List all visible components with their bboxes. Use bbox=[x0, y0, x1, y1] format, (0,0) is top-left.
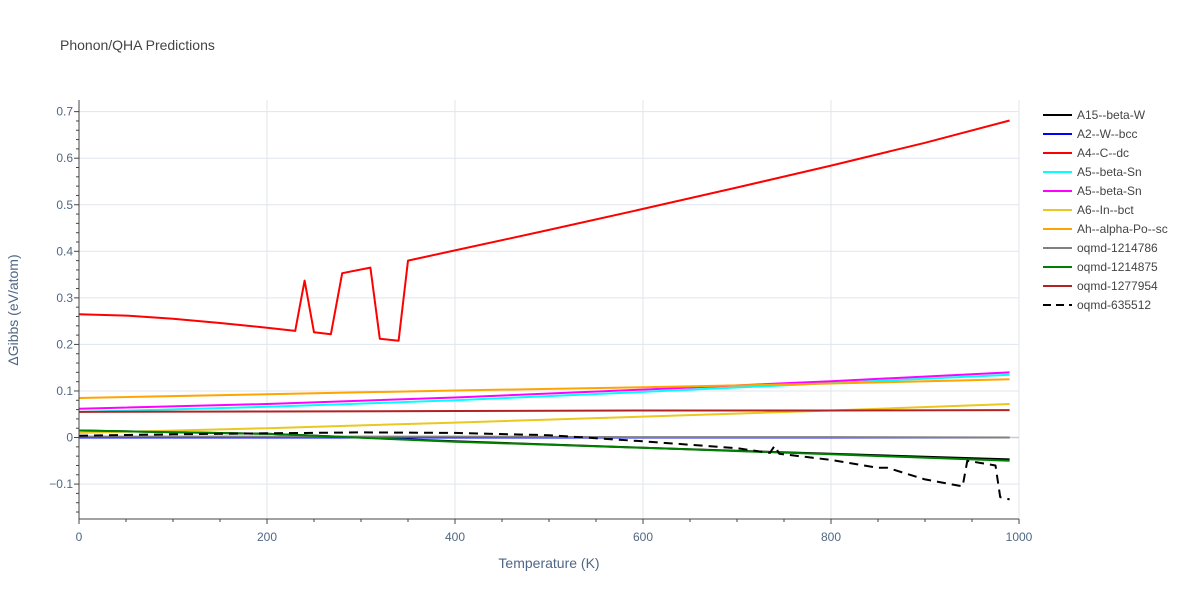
series-layer bbox=[78, 119, 1010, 501]
y-tick-label: 0.3 bbox=[56, 291, 73, 305]
legend-item[interactable]: oqmd-635512 bbox=[1043, 298, 1151, 312]
legend-item[interactable]: A5--beta-Sn bbox=[1043, 165, 1142, 179]
x-tick-label: 600 bbox=[633, 530, 653, 544]
series-line-a5-beta-sn-3 bbox=[78, 373, 1010, 413]
x-axis-title: Temperature (K) bbox=[498, 555, 599, 571]
y-tick-label: 0.4 bbox=[56, 244, 73, 258]
y-tick-label: 0.7 bbox=[56, 105, 73, 119]
y-tick-label: 0 bbox=[66, 431, 73, 445]
legend-label: Ah--alpha-Po--sc bbox=[1077, 222, 1168, 236]
x-tick-label: 400 bbox=[445, 530, 465, 544]
legend-item[interactable]: Ah--alpha-Po--sc bbox=[1043, 222, 1168, 236]
legend-item[interactable]: A2--W--bcc bbox=[1043, 127, 1137, 141]
series-line-a4-c-dc-2 bbox=[78, 119, 1010, 342]
y-tick-label: 0.2 bbox=[56, 337, 73, 351]
legend-item[interactable]: oqmd-1214786 bbox=[1043, 241, 1158, 255]
y-axis-title: ΔGibbs (eV/atom) bbox=[5, 254, 21, 365]
legend-item[interactable]: A4--C--dc bbox=[1043, 146, 1129, 160]
y-tick-label: 0.5 bbox=[56, 198, 73, 212]
chart-title: Phonon/QHA Predictions bbox=[60, 37, 215, 53]
x-tick-label: 0 bbox=[76, 530, 83, 544]
series-line-a5-beta-sn-4 bbox=[78, 371, 1010, 410]
legend-label: A6--In--bct bbox=[1077, 203, 1134, 217]
legend-item[interactable]: oqmd-1277954 bbox=[1043, 279, 1158, 293]
legend-item[interactable]: A5--beta-Sn bbox=[1043, 184, 1142, 198]
x-tick-label: 1000 bbox=[1006, 530, 1033, 544]
legend-label: A15--beta-W bbox=[1077, 108, 1146, 122]
series-line-oqmd-1277954-9 bbox=[78, 409, 1010, 413]
series-line-ah-alpha-po-sc-6 bbox=[78, 378, 1010, 399]
legend-label: A2--W--bcc bbox=[1077, 127, 1137, 141]
x-tick-label: 800 bbox=[821, 530, 841, 544]
y-tick-label: −0.1 bbox=[49, 477, 73, 491]
legend-label: oqmd-1277954 bbox=[1077, 279, 1158, 293]
legend: A15--beta-W A2--W--bcc A4--C--dc A5--beta-S… bbox=[1043, 108, 1168, 312]
legend-label: oqmd-1214786 bbox=[1077, 241, 1158, 255]
y-tick-label: 0.1 bbox=[56, 384, 73, 398]
legend-label: A5--beta-Sn bbox=[1077, 184, 1142, 198]
series-line-oqmd-1214786-7 bbox=[79, 435, 1010, 439]
x-tick-label: 200 bbox=[257, 530, 277, 544]
legend-item[interactable]: A15--beta-W bbox=[1043, 108, 1146, 122]
legend-label: oqmd-1214875 bbox=[1077, 260, 1158, 274]
legend-label: oqmd-635512 bbox=[1077, 298, 1151, 312]
y-tick-label: 0.6 bbox=[56, 151, 73, 165]
series-line-a6-in-bct-5 bbox=[78, 403, 1010, 434]
axes bbox=[74, 100, 1020, 524]
legend-item[interactable]: A6--In--bct bbox=[1043, 203, 1134, 217]
ticks: 0 200 400 600 800 1000 −0.1 0 0.1 0.2 0.3 0.4 0.5 0.6… bbox=[49, 105, 1032, 544]
legend-label: A4--C--dc bbox=[1077, 146, 1129, 160]
series-line-oqmd-635512-10 bbox=[78, 431, 1010, 501]
legend-item[interactable]: oqmd-1214875 bbox=[1043, 260, 1158, 274]
legend-label: A5--beta-Sn bbox=[1077, 165, 1142, 179]
